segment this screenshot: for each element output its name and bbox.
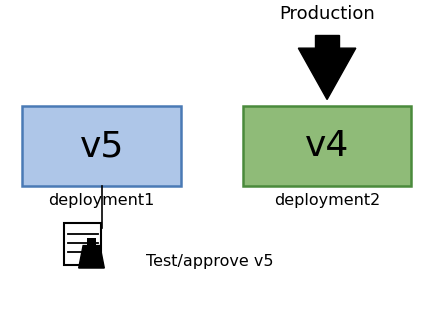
Text: Production: Production — [279, 5, 375, 23]
Polygon shape — [79, 246, 104, 268]
Polygon shape — [315, 35, 339, 48]
FancyBboxPatch shape — [87, 238, 96, 246]
FancyBboxPatch shape — [22, 106, 181, 186]
Text: v5: v5 — [80, 129, 124, 163]
Text: deployment2: deployment2 — [274, 193, 380, 208]
Text: Test/approve v5: Test/approve v5 — [146, 254, 273, 269]
Text: v4: v4 — [305, 129, 349, 163]
Polygon shape — [298, 48, 356, 100]
FancyBboxPatch shape — [243, 106, 411, 186]
Text: deployment1: deployment1 — [49, 193, 155, 208]
FancyBboxPatch shape — [64, 223, 101, 265]
